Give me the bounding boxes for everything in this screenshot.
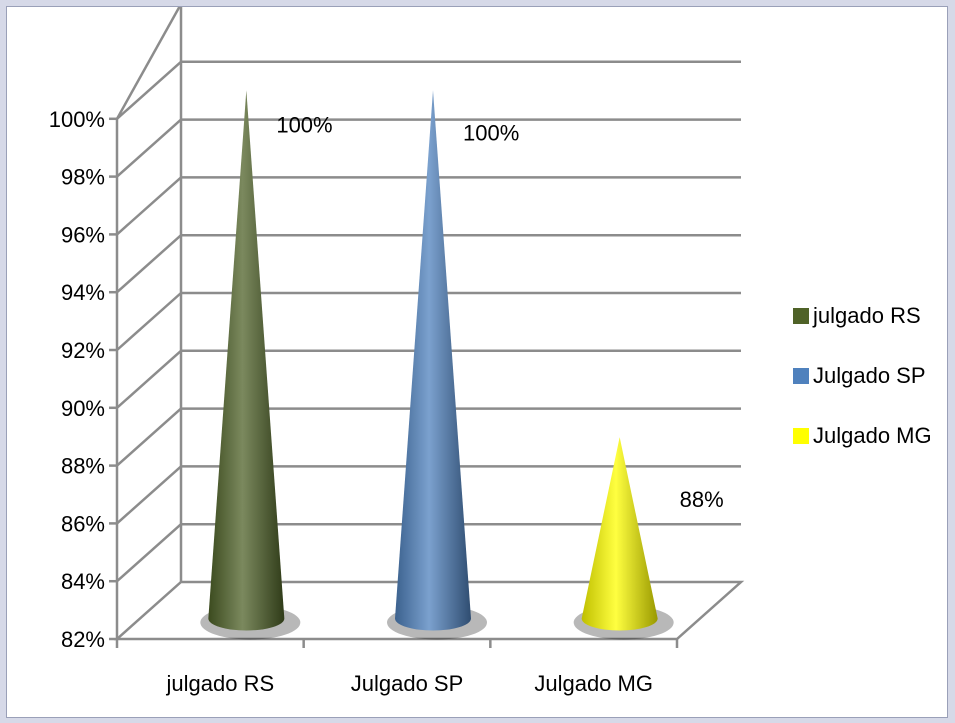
y-tick-label: 84%: [61, 569, 105, 594]
legend-swatch-sp: [793, 368, 809, 384]
legend-swatch-rs: [793, 308, 809, 324]
gridline-side: [116, 60, 182, 120]
gridline-side: [116, 118, 182, 178]
y-tick-label: 92%: [61, 338, 105, 363]
y-axis-ticks: 82% 84% 86% 88% 90% 92% 94% 96% 98% 100%: [49, 107, 117, 652]
gridline-side: [116, 292, 182, 351]
x-tick-label: Julgado SP: [351, 671, 464, 696]
legend-label-rs: julgado RS: [813, 303, 921, 328]
cone-chart: 82% 84% 86% 88% 90% 92% 94% 96% 98% 100% julgado …: [49, 7, 745, 696]
legend-item-sp: Julgado SP: [793, 359, 932, 393]
y-tick-label: 100%: [49, 107, 105, 132]
gridline-side: [116, 234, 182, 294]
data-labels: 100% 100% 88%: [276, 112, 723, 512]
cone-julgado-rs: [208, 90, 285, 631]
chart-panel: 82% 84% 86% 88% 90% 92% 94% 96% 98% 100% julgado …: [6, 6, 948, 718]
cones: [200, 90, 674, 640]
gridline-side: [116, 465, 182, 525]
data-label: 100%: [463, 120, 519, 145]
legend-swatch-mg: [793, 428, 809, 444]
y-tick-label: 86%: [61, 511, 105, 536]
gridline-side: [116, 349, 182, 409]
legend: julgado RS Julgado SP Julgado MG: [793, 299, 932, 479]
y-tick-label: 88%: [61, 454, 105, 479]
legend-label-sp: Julgado SP: [813, 363, 926, 388]
data-label: 100%: [276, 112, 332, 137]
legend-label-mg: Julgado MG: [813, 423, 932, 448]
y-tick-label: 94%: [61, 280, 105, 305]
gridline-side: [116, 176, 182, 236]
x-tick-label: julgado RS: [166, 671, 275, 696]
cone-julgado-sp: [395, 90, 471, 631]
y-tick-label: 82%: [61, 627, 105, 652]
legend-item-mg: Julgado MG: [793, 419, 932, 453]
gridline-side: [115, 7, 181, 120]
x-axis: julgado RS Julgado SP Julgado MG: [115, 639, 679, 696]
legend-item-rs: julgado RS: [793, 299, 932, 333]
gridline-side: [116, 523, 182, 583]
y-tick-label: 98%: [61, 165, 105, 190]
cone-julgado-mg: [581, 437, 658, 631]
y-tick-label: 96%: [61, 222, 105, 247]
gridline-side: [116, 407, 182, 467]
y-tick-label: 90%: [61, 396, 105, 421]
data-label: 88%: [680, 487, 724, 512]
x-tick-label: Julgado MG: [534, 671, 653, 696]
